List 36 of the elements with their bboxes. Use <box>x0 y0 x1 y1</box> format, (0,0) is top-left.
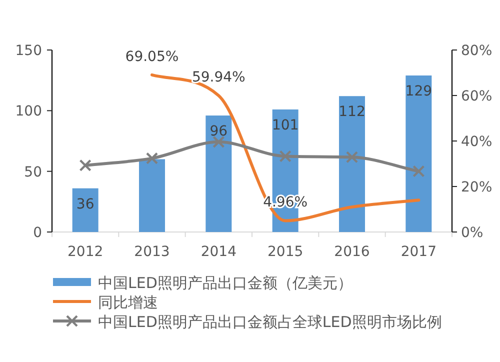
data-label: 112 <box>338 104 366 120</box>
y2-tick-label: 40% <box>461 134 492 150</box>
legend-label: 同比增速 <box>98 294 158 312</box>
x-tick-label: 2017 <box>400 244 436 260</box>
y2-tick-label: 0% <box>461 225 484 241</box>
y-tick-label: 50 <box>24 164 42 180</box>
bar <box>206 116 232 232</box>
x-tick-label: 2016 <box>334 244 370 260</box>
data-label: 96 <box>210 124 228 140</box>
y2-tick-label: 20% <box>461 180 492 196</box>
y-tick-label: 0 <box>33 225 42 241</box>
x-tick-label: 2013 <box>134 244 170 260</box>
data-label: 129 <box>405 83 432 100</box>
legend-label: 中国LED照明产品出口金额（亿美元） <box>98 274 352 292</box>
y2-tick-label: 80% <box>461 43 492 59</box>
point <box>279 150 292 162</box>
point <box>79 159 92 172</box>
x-tick-label: 2012 <box>68 244 104 260</box>
bar <box>72 188 98 232</box>
x-tick-label: 2015 <box>268 244 304 260</box>
bar <box>339 96 365 232</box>
x-tick-label: 2014 <box>200 244 237 260</box>
bar <box>139 159 165 232</box>
legend-label: 中国LED照明产品出口金额占全球LED照明市场比例 <box>98 313 442 331</box>
data-label: 101 <box>272 117 299 134</box>
y-tick-label: 100 <box>15 104 42 120</box>
point <box>146 152 158 164</box>
data-label: 36 <box>76 196 94 212</box>
data-label: 69.05% <box>125 48 179 65</box>
bar <box>406 75 432 232</box>
point <box>346 151 358 164</box>
data-label: 59.94% <box>192 70 246 86</box>
y2-tick-label: 60% <box>461 88 492 104</box>
y-tick-label: 150 <box>15 43 42 59</box>
point <box>412 165 425 178</box>
point <box>212 136 225 148</box>
